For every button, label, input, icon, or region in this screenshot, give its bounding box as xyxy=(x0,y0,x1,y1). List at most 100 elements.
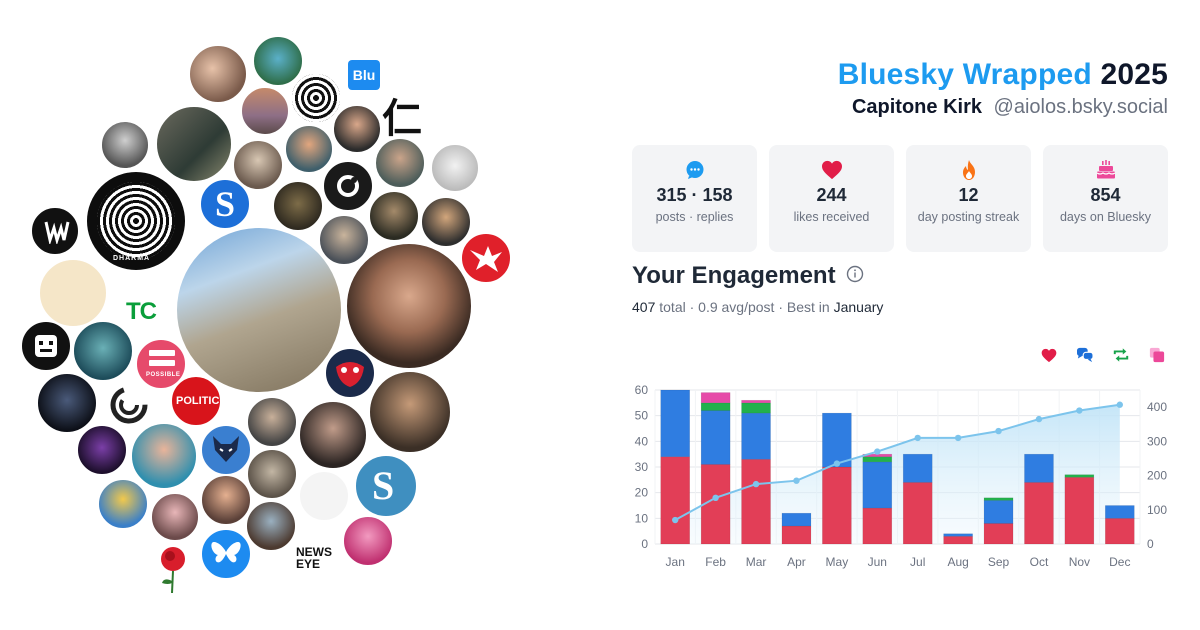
avatar[interactable] xyxy=(130,422,198,490)
y2-tick-label: 0 xyxy=(1147,537,1154,551)
engagement-title-text: Your Engagement xyxy=(632,262,836,289)
cumulative-point xyxy=(874,448,881,455)
badge-possible[interactable]: POSSIBLE xyxy=(146,372,180,378)
avatar[interactable] xyxy=(72,320,134,382)
badge-possible-bar[interactable] xyxy=(149,360,175,366)
cumulative-point xyxy=(793,477,800,484)
avatar[interactable] xyxy=(252,35,304,87)
chart-axes: 0 10 20 30 40 50 60 0 100 200 300 400 Jan Feb Mar Apr Ma… xyxy=(635,383,1168,569)
butterfly-icon[interactable] xyxy=(210,540,242,573)
avatar[interactable] xyxy=(97,478,149,530)
stat-card-streak: 12 day posting streak xyxy=(906,145,1031,252)
cumulative-point xyxy=(752,480,760,488)
avatar[interactable] xyxy=(188,44,248,104)
avatar[interactable] xyxy=(200,424,252,476)
avatar[interactable] xyxy=(246,396,298,448)
engagement-summary: 407 total · 0.9 avg/post · Best in Janua… xyxy=(632,299,883,315)
avatar[interactable] xyxy=(272,180,324,232)
badge-w[interactable] xyxy=(44,218,70,251)
avatar[interactable] xyxy=(36,372,98,434)
cumulative-line xyxy=(674,403,1120,521)
bar-segment-likes xyxy=(660,456,691,545)
rose-icon[interactable] xyxy=(152,545,194,600)
stat-label: day posting streak xyxy=(917,210,1020,224)
user-handle[interactable]: @aiolos.bsky.social xyxy=(993,96,1168,118)
badge-politico[interactable]: POLITICO xyxy=(176,395,228,407)
avatar[interactable] xyxy=(298,470,350,522)
avatar[interactable] xyxy=(232,139,284,191)
avatar[interactable] xyxy=(155,105,233,183)
avatar[interactable] xyxy=(175,226,343,394)
avatar[interactable] xyxy=(354,454,418,518)
avatar[interactable] xyxy=(318,214,370,266)
avatar[interactable] xyxy=(332,104,382,154)
avatar[interactable] xyxy=(420,196,472,248)
avatar[interactable] xyxy=(322,160,374,212)
page-title: Bluesky Wrapped 2025 xyxy=(838,58,1168,92)
avatar[interactable] xyxy=(200,528,252,580)
avatar[interactable] xyxy=(368,190,420,242)
avatar[interactable] xyxy=(200,474,252,526)
avatar[interactable] xyxy=(150,492,200,542)
badge-techcrunch[interactable]: TC xyxy=(126,298,157,326)
badge-blu[interactable]: Blu xyxy=(348,60,380,90)
y-tick-label: 30 xyxy=(635,460,649,474)
reply-icon[interactable] xyxy=(1076,346,1094,364)
quote-icon[interactable] xyxy=(1148,346,1166,364)
cumulative-point xyxy=(833,460,841,467)
badge-newseye[interactable]: NEWS EYE xyxy=(296,546,332,570)
badge-text: 仁 xyxy=(382,96,422,142)
total-label: total xyxy=(659,299,686,315)
cumulative-point xyxy=(914,434,921,442)
avatar[interactable] xyxy=(100,120,150,170)
info-icon[interactable] xyxy=(846,262,864,290)
avatar[interactable] xyxy=(240,86,290,136)
avatar[interactable] xyxy=(38,258,108,328)
badge-s-circle[interactable]: S xyxy=(372,462,394,509)
mask-icon[interactable] xyxy=(332,355,368,396)
bar-segment-likes xyxy=(1104,518,1135,545)
avatar-dharma-label[interactable]: DHARMA xyxy=(113,255,150,262)
badge-kanji[interactable]: 仁 xyxy=(382,86,422,144)
avatar-dharma-rings[interactable] xyxy=(97,182,175,260)
chart-bars xyxy=(660,389,1135,545)
cake-icon xyxy=(1043,159,1168,181)
avatar[interactable] xyxy=(246,448,298,500)
ring-icon[interactable] xyxy=(334,172,362,205)
avatar[interactable] xyxy=(342,515,394,567)
user-line: Capitone Kirk @aiolos.bsky.social xyxy=(838,96,1168,119)
bar-segment-replies xyxy=(822,412,852,468)
wolf-icon[interactable] xyxy=(209,432,243,471)
badge-possible-bar[interactable] xyxy=(149,350,175,356)
avatar[interactable] xyxy=(368,370,452,454)
avg-value: 0.9 avg/post xyxy=(698,299,775,315)
avatar[interactable] xyxy=(76,424,128,476)
robot-icon[interactable] xyxy=(33,333,59,364)
avatar[interactable] xyxy=(170,375,222,427)
avatar[interactable] xyxy=(374,137,426,189)
avatar[interactable] xyxy=(298,400,368,470)
chat-bubble-icon xyxy=(632,159,757,181)
avatar-s-logo[interactable]: S xyxy=(199,178,251,230)
heart-icon xyxy=(769,159,894,181)
bar-segment-replies xyxy=(741,412,771,460)
heart-icon[interactable] xyxy=(1040,346,1058,364)
cumulative-point xyxy=(672,516,679,524)
avatar[interactable] xyxy=(284,124,334,174)
avatar[interactable] xyxy=(345,242,473,370)
bar-segment-replies xyxy=(1024,453,1054,483)
badge-text: S xyxy=(214,184,236,224)
swirl-icon[interactable] xyxy=(108,384,150,431)
bar-segment-replies xyxy=(1104,505,1135,519)
bar-segment-likes xyxy=(902,482,933,545)
avatar[interactable] xyxy=(430,143,480,193)
bar-segment-reposts xyxy=(700,402,731,411)
avatar[interactable] xyxy=(290,72,342,124)
separator: · xyxy=(689,299,695,315)
repost-icon[interactable] xyxy=(1112,346,1130,364)
eagle-icon[interactable] xyxy=(468,242,504,279)
bar-segment-quotes xyxy=(700,392,731,404)
cumulative-points xyxy=(672,401,1123,524)
avatar[interactable] xyxy=(20,320,72,372)
avatar[interactable] xyxy=(245,500,297,552)
